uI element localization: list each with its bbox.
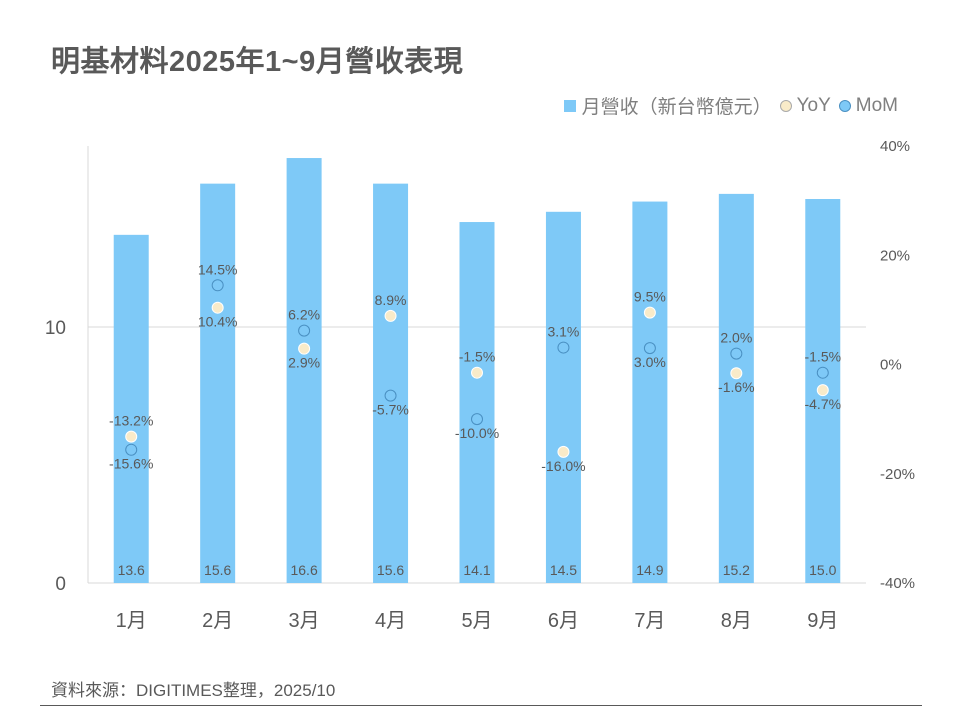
- x-axis-tick-label: 6月: [548, 610, 579, 632]
- bar-value-label: 15.6: [377, 562, 404, 578]
- yoy-point: [471, 366, 483, 379]
- x-axis-tick-label: 8月: [721, 610, 752, 632]
- bar-value-label: 15.6: [204, 562, 231, 578]
- mom-point: [557, 341, 570, 354]
- revenue-bar: [718, 193, 754, 583]
- x-axis-tick-label: 3月: [289, 610, 320, 632]
- revenue-bar: [286, 158, 322, 584]
- revenue-bar: [113, 234, 149, 583]
- legend-yoy-swatch: [779, 99, 792, 112]
- left-axis-tick-label: 10: [45, 318, 66, 339]
- yoy-point: [211, 301, 224, 314]
- legend-item-revenue: 月營收（新台幣億元）: [563, 92, 772, 119]
- legend-item-mom: MoM: [838, 94, 898, 117]
- mom-data-label: -5.7%: [372, 402, 409, 418]
- yoy-point: [125, 430, 138, 443]
- x-axis-tick-label: 9月: [807, 610, 838, 632]
- yoy-point: [816, 384, 829, 397]
- yoy-data-label: -1.5%: [459, 349, 496, 365]
- x-axis-tick-label: 4月: [375, 610, 406, 632]
- mom-data-label: 3.1%: [547, 324, 579, 340]
- legend-label-mom: MoM: [855, 94, 898, 116]
- right-axis-tick-label: -40%: [880, 575, 915, 592]
- x-axis-tick-label: 2月: [202, 610, 233, 632]
- yoy-data-label: -13.2%: [109, 413, 153, 429]
- yoy-point: [730, 367, 743, 380]
- right-axis-tick-label: -20%: [880, 466, 915, 483]
- bar-value-label: 13.6: [118, 562, 145, 578]
- x-axis-tick-label: 7月: [634, 610, 665, 632]
- mom-point: [643, 342, 656, 355]
- mom-point: [816, 366, 829, 379]
- legend-mom-swatch: [838, 99, 851, 112]
- chart-legend: 月營收（新台幣億元） YoY MoM: [556, 92, 898, 119]
- mom-data-label: 2.0%: [720, 330, 752, 346]
- chart-title: 明基材料2025年1~9月營收表現: [51, 46, 464, 78]
- legend-label-yoy: YoY: [796, 94, 831, 116]
- yoy-data-label: -4.7%: [804, 396, 841, 412]
- yoy-data-label: 10.4%: [198, 314, 238, 330]
- mom-point: [384, 389, 397, 402]
- yoy-point: [643, 306, 656, 319]
- bar-value-label: 15.2: [723, 562, 750, 578]
- mom-data-label: -1.5%: [804, 349, 841, 365]
- bar-value-label: 14.5: [550, 562, 577, 578]
- right-axis-tick-label: 0%: [880, 357, 902, 374]
- source-divider: [40, 705, 922, 706]
- yoy-data-label: -1.6%: [718, 379, 755, 395]
- bar-value-label: 14.1: [463, 562, 490, 578]
- mom-point: [298, 324, 311, 337]
- mom-data-label: -10.0%: [455, 425, 499, 441]
- mom-point: [471, 413, 483, 426]
- bar-value-label: 16.6: [290, 562, 317, 578]
- legend-item-yoy: YoY: [779, 94, 831, 117]
- mom-point: [730, 347, 743, 360]
- yoy-data-label: 2.9%: [288, 355, 320, 371]
- source-note: 資料來源：DIGITIMES整理，2025/10: [51, 681, 336, 700]
- mom-point: [125, 443, 138, 456]
- revenue-bar: [373, 183, 409, 583]
- yoy-data-label: 8.9%: [375, 292, 407, 308]
- mom-data-label: 3.0%: [634, 354, 666, 370]
- yoy-data-label: -16.0%: [541, 458, 585, 474]
- left-axis-tick-label: 0: [55, 574, 66, 595]
- yoy-data-label: 9.5%: [634, 289, 666, 305]
- revenue-bar: [200, 183, 236, 583]
- yoy-point: [384, 309, 397, 322]
- x-axis-tick-label: 1月: [116, 610, 147, 632]
- revenue-bar: [459, 222, 495, 584]
- revenue-bar: [632, 201, 668, 583]
- bar-value-label: 15.0: [809, 562, 836, 578]
- bar-value-label: 14.9: [636, 562, 663, 578]
- revenue-bar: [545, 211, 581, 584]
- right-axis-tick-label: 40%: [880, 138, 910, 155]
- yoy-point: [298, 342, 311, 355]
- mom-data-label: -15.6%: [109, 456, 153, 472]
- x-axis-tick-label: 5月: [461, 610, 492, 632]
- mom-point: [211, 279, 224, 292]
- right-axis-tick-label: 20%: [880, 247, 910, 264]
- legend-label-revenue: 月營收（新台幣億元）: [581, 97, 772, 118]
- legend-bar-swatch: [563, 99, 576, 112]
- yoy-point: [557, 445, 570, 458]
- mom-data-label: 6.2%: [288, 307, 320, 323]
- mom-data-label: 14.5%: [198, 261, 238, 277]
